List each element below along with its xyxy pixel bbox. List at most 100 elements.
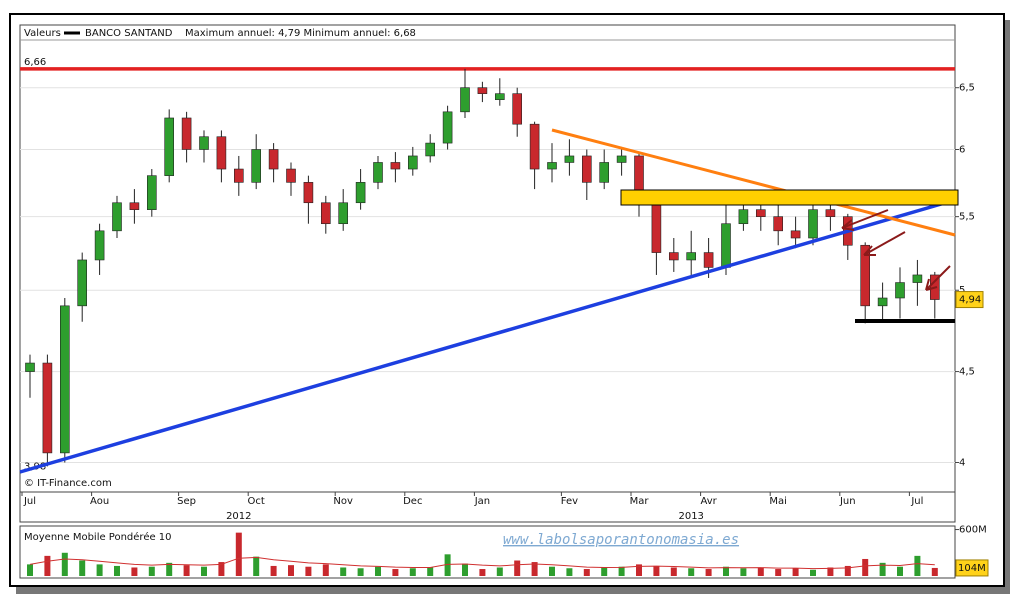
candle-body — [808, 209, 818, 239]
candle-body — [547, 162, 557, 170]
legend-label: BANCO SANTAND — [85, 28, 173, 39]
volume-area — [19, 525, 956, 579]
candle-body — [268, 149, 279, 170]
candle-body — [390, 162, 401, 170]
volume-bar — [235, 532, 242, 576]
volume-title: Moyenne Mobile Pondérée 10 — [24, 531, 172, 543]
volume-ma — [29, 556, 935, 570]
arrow — [863, 231, 906, 256]
candle-body — [755, 209, 766, 217]
candle-body — [303, 182, 314, 204]
watermark: www.labolsaporantonomasia.es — [503, 532, 739, 548]
volume-bar — [618, 566, 625, 576]
volume-bar — [636, 564, 642, 576]
candle-body — [286, 168, 296, 183]
candle-body — [251, 149, 261, 183]
volume-bar — [166, 562, 173, 576]
volume-bar — [392, 569, 399, 576]
x-tick-label: Sep — [177, 496, 196, 507]
candle-body — [181, 117, 192, 150]
volume-bar — [270, 565, 277, 576]
volume-bar — [27, 564, 33, 576]
candle-body — [668, 252, 679, 261]
candle-body — [234, 168, 244, 183]
last-price-label: 4,94 — [959, 295, 981, 306]
volume-bar — [775, 569, 782, 576]
candle-body — [895, 282, 905, 299]
volume-bar — [792, 568, 799, 576]
volume-bar — [496, 567, 503, 576]
volume-bar — [879, 562, 886, 576]
candle-body — [460, 87, 470, 113]
candle-body — [164, 117, 174, 176]
volume-tick-label: 600M — [959, 525, 987, 536]
volume-bar — [705, 569, 712, 576]
candle-body — [338, 202, 349, 225]
candle-body — [477, 87, 488, 94]
candle-body — [442, 111, 453, 144]
volume-bar — [183, 565, 190, 576]
volume-bar — [810, 569, 816, 576]
candle-body — [773, 216, 784, 232]
x-tick-label: Mai — [769, 496, 787, 507]
candle-body — [199, 136, 209, 150]
volume-bar — [566, 568, 573, 576]
resistance-trendline — [551, 128, 956, 237]
x-tick-label: Dec — [403, 496, 422, 507]
volume-bar — [723, 566, 729, 576]
y-tick-label: 4,5 — [959, 367, 975, 378]
x-tick-label: Fev — [561, 496, 578, 507]
volume-bar — [583, 569, 590, 576]
candle-body — [703, 252, 714, 268]
volume-bar — [253, 556, 260, 576]
candle-body — [25, 362, 35, 372]
candle-body — [721, 223, 731, 268]
year-label: 2012 — [226, 511, 251, 522]
chart-title: Valeurs — [24, 28, 61, 39]
y-tick-label: 5,5 — [959, 212, 975, 223]
plot-area — [19, 24, 956, 493]
volume-bar — [44, 555, 51, 576]
volume-bar — [479, 569, 486, 576]
volume-bar — [757, 567, 764, 576]
subtitle: Maximum annuel: 4,79 Minimum annuel: 6,6… — [185, 28, 416, 39]
arrow — [841, 209, 889, 231]
candle-body — [825, 209, 836, 217]
volume-bar — [201, 566, 207, 576]
volume-bar — [444, 554, 451, 576]
volume-bar — [462, 563, 468, 576]
volume-bar — [601, 567, 608, 576]
candle-body — [355, 182, 366, 204]
candle-body — [94, 230, 105, 261]
candle-body — [425, 142, 436, 157]
x-tick-label: Jun — [839, 496, 856, 507]
volume-bar — [409, 568, 416, 576]
resistance-label: 6,66 — [24, 57, 46, 68]
volume-bar — [931, 567, 938, 576]
y-tick-label: 6 — [959, 144, 965, 155]
volume-bar — [514, 560, 521, 576]
candle-body — [651, 202, 662, 253]
volume-bar — [653, 565, 660, 576]
volume-bar — [549, 566, 555, 576]
y-tick-label: 5 — [959, 285, 965, 296]
last-volume-box — [955, 559, 989, 577]
volume-bar — [531, 562, 538, 576]
volume-bar — [61, 552, 68, 576]
volume-bar — [357, 568, 364, 576]
candle-body — [790, 230, 801, 239]
x-tick-label: Jul — [910, 496, 923, 507]
candle-body — [216, 136, 227, 170]
last-volume-label: 104M — [958, 563, 986, 574]
volume-bar — [288, 565, 294, 576]
candle-body — [912, 274, 923, 283]
volume-bar — [148, 566, 155, 576]
volume-bar — [862, 558, 869, 576]
date-strip — [19, 491, 956, 523]
volume-bar — [670, 567, 677, 576]
candle-body — [860, 244, 871, 307]
x-tick-label: Oct — [248, 496, 265, 507]
year-label: 2013 — [678, 511, 703, 522]
